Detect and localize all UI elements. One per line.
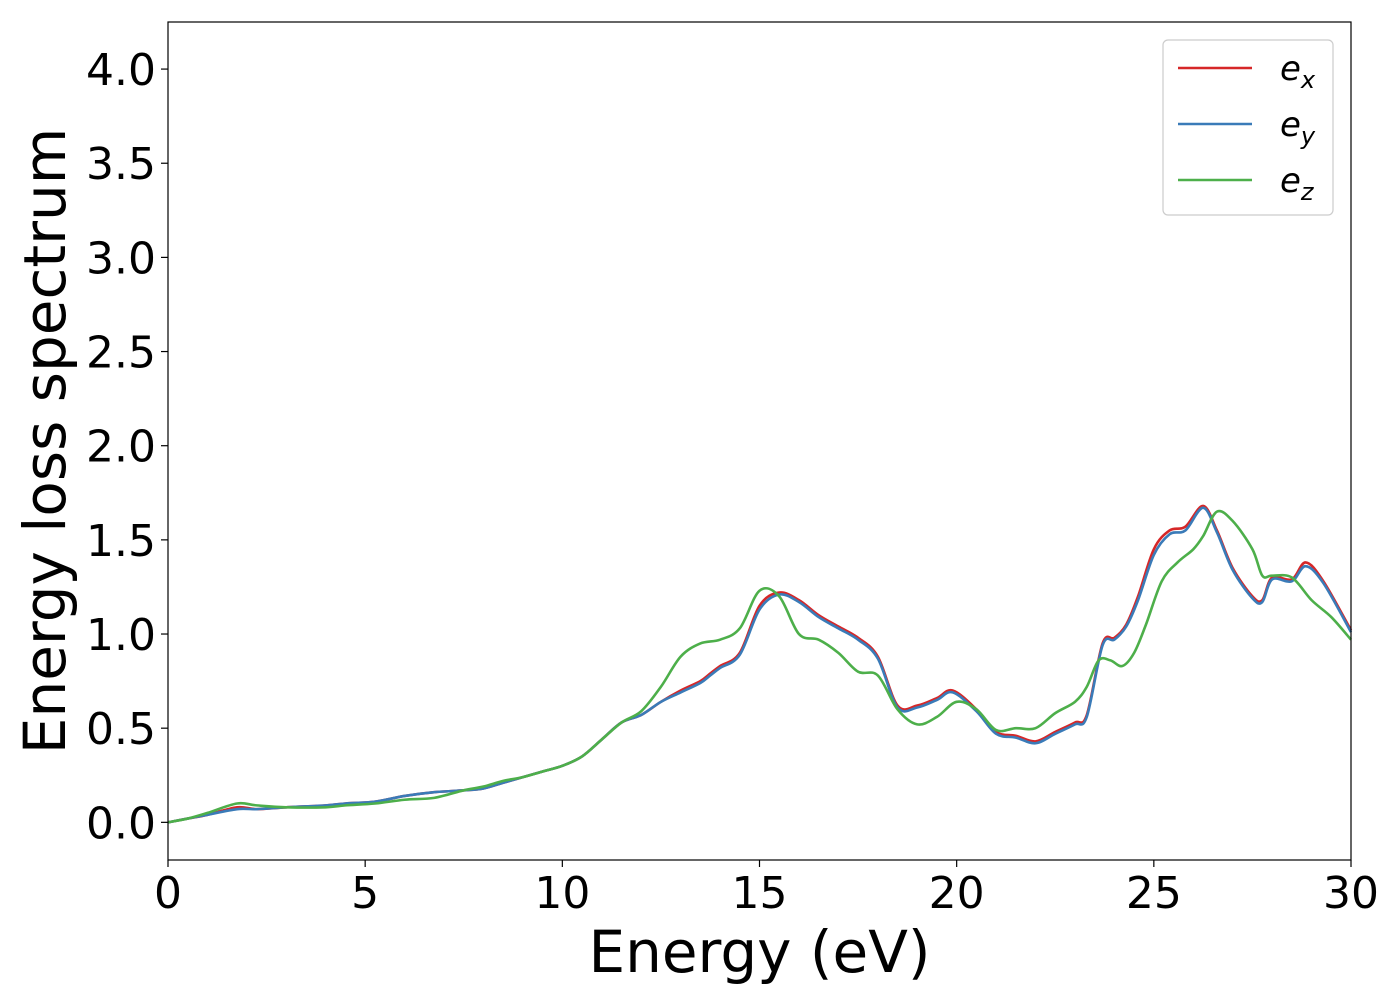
legend-label-y: ey bbox=[1280, 105, 1316, 150]
legend-box bbox=[1162, 39, 1334, 216]
x-axis-label: Energy (eV) bbox=[588, 918, 930, 986]
legend-label-x: ex bbox=[1280, 49, 1316, 94]
x-tick-label: 5 bbox=[351, 868, 379, 919]
y-tick-label: 1.5 bbox=[86, 516, 156, 567]
y-tick-label: 2.5 bbox=[86, 328, 156, 379]
y-tick-label: 0.5 bbox=[86, 704, 156, 755]
y-tick-label: 4.0 bbox=[86, 45, 156, 96]
plot-frame bbox=[167, 21, 1352, 861]
x-tick-label: 15 bbox=[732, 868, 788, 919]
x-tick-label: 0 bbox=[154, 868, 182, 919]
x-tick-label: 20 bbox=[929, 868, 985, 919]
legend-label-z: ez bbox=[1280, 161, 1315, 206]
y-tick-label: 3.5 bbox=[86, 139, 156, 190]
series-line-z bbox=[167, 509, 1352, 824]
y-tick-label: 2.0 bbox=[86, 422, 156, 473]
y-axis-label: Energy loss spectrum bbox=[11, 128, 79, 754]
y-tick-label: 3.0 bbox=[86, 233, 156, 284]
y-tick-label: 1.0 bbox=[86, 610, 156, 661]
x-tick-label: 10 bbox=[534, 868, 590, 919]
series-line-y bbox=[167, 506, 1353, 824]
x-tick-label: 25 bbox=[1126, 868, 1182, 919]
x-tick-label: 30 bbox=[1323, 868, 1379, 919]
series-lines bbox=[167, 504, 1353, 824]
y-tick-label: 0.0 bbox=[86, 798, 156, 849]
x-axis-ticks: 0 5 10 15 20 25 30 bbox=[154, 860, 1379, 919]
legend: ex ey ez bbox=[1162, 39, 1334, 216]
y-axis-ticks: 0.0 0.5 1.0 1.5 2.0 2.5 3.0 3.5 4.0 bbox=[86, 45, 168, 849]
plot-area bbox=[168, 22, 1351, 860]
